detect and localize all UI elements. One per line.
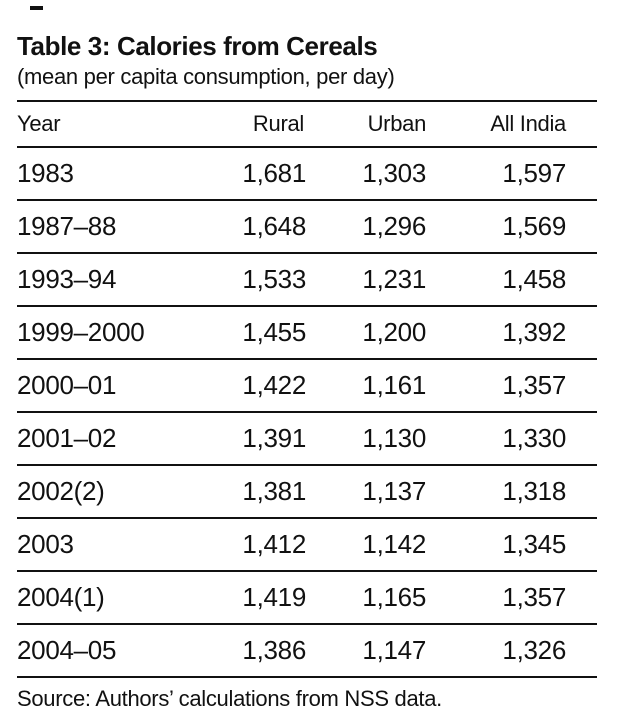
column-header-all-india: All India <box>442 99 597 148</box>
cell-all-india: 1,330 <box>442 411 597 466</box>
cell-urban: 1,130 <box>322 411 442 466</box>
table-row: 1987–88 1,648 1,296 1,569 <box>17 199 597 254</box>
cell-urban: 1,231 <box>322 252 442 307</box>
cell-year: 1983 <box>17 146 222 201</box>
cell-rural: 1,681 <box>222 146 322 201</box>
cell-urban: 1,142 <box>322 517 442 572</box>
table-row: 2003 1,412 1,142 1,345 <box>17 517 597 572</box>
table-row: 1993–94 1,533 1,231 1,458 <box>17 252 597 307</box>
cell-year: 2002(2) <box>17 464 222 519</box>
table-row: 1999–2000 1,455 1,200 1,392 <box>17 305 597 360</box>
table-subtitle: (mean per capita consumption, per day) <box>17 63 395 89</box>
table-header: Year Rural Urban All India <box>17 99 597 148</box>
table-source-note: Source: Authors’ calculations from NSS d… <box>17 685 442 711</box>
cell-urban: 1,147 <box>322 623 442 678</box>
table-row: 2004(1) 1,419 1,165 1,357 <box>17 570 597 625</box>
cell-year: 2004–05 <box>17 623 222 678</box>
cell-urban: 1,303 <box>322 146 442 201</box>
cell-all-india: 1,318 <box>442 464 597 519</box>
cell-all-india: 1,357 <box>442 358 597 413</box>
cell-rural: 1,648 <box>222 199 322 254</box>
cell-all-india: 1,345 <box>442 517 597 572</box>
cell-rural: 1,455 <box>222 305 322 360</box>
cell-rural: 1,381 <box>222 464 322 519</box>
cell-all-india: 1,597 <box>442 146 597 201</box>
cell-year: 2001–02 <box>17 411 222 466</box>
cell-rural: 1,386 <box>222 623 322 678</box>
cell-rural: 1,422 <box>222 358 322 413</box>
cell-urban: 1,161 <box>322 358 442 413</box>
cell-urban: 1,200 <box>322 305 442 360</box>
cell-year: 1993–94 <box>17 252 222 307</box>
column-header-urban: Urban <box>322 99 442 148</box>
cell-all-india: 1,569 <box>442 199 597 254</box>
cell-year: 2000–01 <box>17 358 222 413</box>
table-row: 2004–05 1,386 1,147 1,326 <box>17 623 597 678</box>
table-title: Table 3: Calories from Cereals <box>17 31 378 61</box>
table-row: 2000–01 1,422 1,161 1,357 <box>17 358 597 413</box>
cell-rural: 1,533 <box>222 252 322 307</box>
table-row: 2002(2) 1,381 1,137 1,318 <box>17 464 597 519</box>
cell-all-india: 1,357 <box>442 570 597 625</box>
cell-all-india: 1,458 <box>442 252 597 307</box>
calories-table: Year Rural Urban All India 1983 1,681 1,… <box>17 99 597 678</box>
cell-year: 1987–88 <box>17 199 222 254</box>
cell-all-india: 1,392 <box>442 305 597 360</box>
table-body: 1983 1,681 1,303 1,597 1987–88 1,648 1,2… <box>17 146 597 678</box>
cell-year: 2003 <box>17 517 222 572</box>
cell-rural: 1,412 <box>222 517 322 572</box>
header-row: Year Rural Urban All India <box>17 99 597 148</box>
cell-year: 2004(1) <box>17 570 222 625</box>
crop-artifact-mark <box>30 6 43 10</box>
table-row: 1983 1,681 1,303 1,597 <box>17 146 597 201</box>
cell-rural: 1,419 <box>222 570 322 625</box>
cell-urban: 1,296 <box>322 199 442 254</box>
column-header-year: Year <box>17 99 222 148</box>
table-row: 2001–02 1,391 1,130 1,330 <box>17 411 597 466</box>
cell-urban: 1,165 <box>322 570 442 625</box>
cell-rural: 1,391 <box>222 411 322 466</box>
cell-year: 1999–2000 <box>17 305 222 360</box>
cell-urban: 1,137 <box>322 464 442 519</box>
column-header-rural: Rural <box>222 99 322 148</box>
cell-all-india: 1,326 <box>442 623 597 678</box>
